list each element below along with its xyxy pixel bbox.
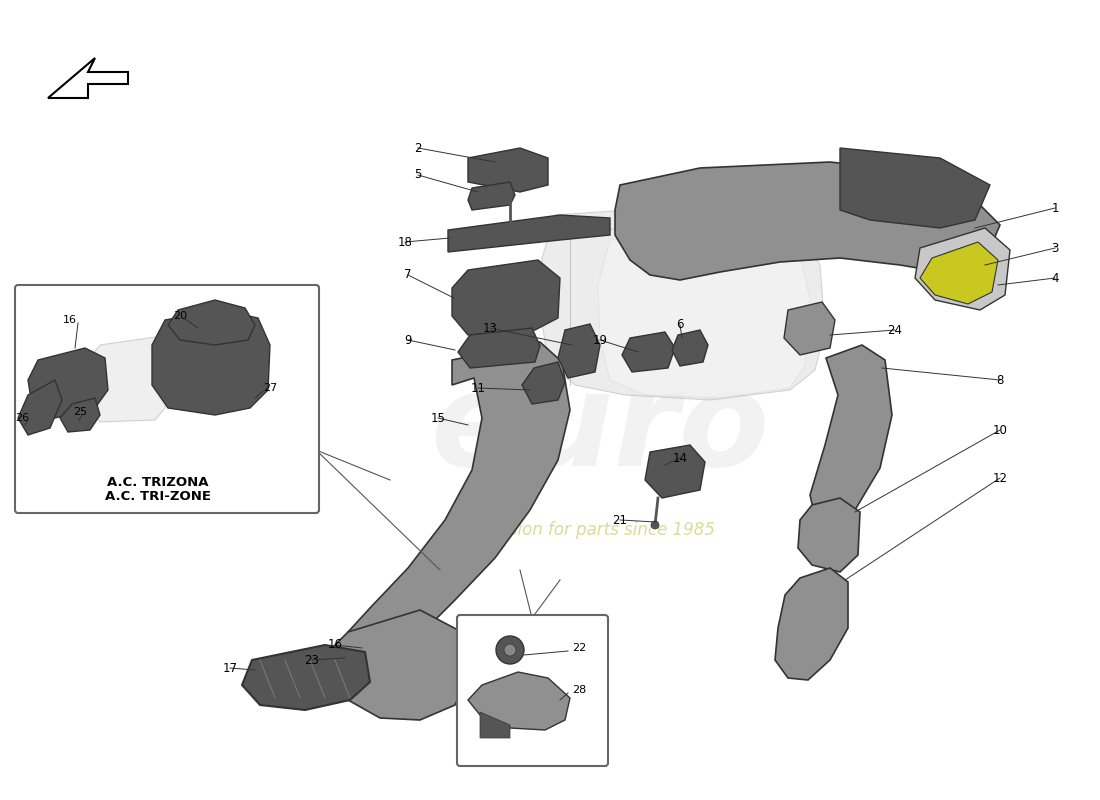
- Text: 26: 26: [15, 413, 29, 423]
- Polygon shape: [60, 398, 100, 432]
- Text: 16: 16: [63, 315, 77, 325]
- Polygon shape: [448, 215, 611, 252]
- Text: 13: 13: [483, 322, 497, 334]
- Text: 23: 23: [305, 654, 319, 666]
- Polygon shape: [598, 232, 810, 398]
- Text: 17: 17: [222, 662, 238, 674]
- Text: 11: 11: [471, 382, 485, 394]
- Text: 24: 24: [888, 323, 902, 337]
- Polygon shape: [621, 332, 675, 372]
- Text: 20: 20: [173, 311, 187, 321]
- Polygon shape: [468, 182, 515, 210]
- Circle shape: [496, 636, 524, 664]
- Polygon shape: [468, 148, 548, 192]
- Polygon shape: [348, 342, 570, 650]
- Polygon shape: [558, 324, 600, 378]
- FancyBboxPatch shape: [15, 285, 319, 513]
- Polygon shape: [615, 162, 1000, 280]
- Text: 1: 1: [1052, 202, 1058, 214]
- Polygon shape: [168, 300, 255, 345]
- Polygon shape: [28, 348, 108, 418]
- Text: a passion for parts since 1985: a passion for parts since 1985: [464, 521, 715, 539]
- Text: 21: 21: [613, 514, 627, 526]
- Text: 28: 28: [572, 685, 586, 695]
- Polygon shape: [776, 568, 848, 680]
- FancyBboxPatch shape: [456, 615, 608, 766]
- Polygon shape: [18, 380, 62, 435]
- Text: 4: 4: [1052, 271, 1058, 285]
- Polygon shape: [840, 148, 990, 228]
- Polygon shape: [540, 205, 825, 400]
- Polygon shape: [242, 645, 370, 710]
- Text: 3: 3: [1052, 242, 1058, 254]
- Text: 2: 2: [415, 142, 421, 154]
- Text: 25: 25: [73, 407, 87, 417]
- Polygon shape: [784, 302, 835, 355]
- Circle shape: [651, 521, 659, 529]
- Polygon shape: [672, 330, 708, 366]
- Polygon shape: [48, 58, 128, 98]
- Text: 5: 5: [415, 169, 421, 182]
- Text: 19: 19: [593, 334, 607, 346]
- Text: 18: 18: [397, 235, 412, 249]
- Polygon shape: [798, 498, 860, 572]
- Text: 14: 14: [672, 451, 688, 465]
- Polygon shape: [810, 345, 892, 535]
- Polygon shape: [920, 242, 998, 304]
- Text: 12: 12: [992, 471, 1008, 485]
- Text: 6: 6: [676, 318, 684, 331]
- Text: 15: 15: [430, 411, 446, 425]
- Polygon shape: [645, 445, 705, 498]
- Polygon shape: [452, 260, 560, 335]
- Text: 27: 27: [263, 383, 277, 393]
- Text: 7: 7: [405, 269, 411, 282]
- Polygon shape: [522, 362, 565, 404]
- Polygon shape: [480, 712, 510, 738]
- Text: 22: 22: [572, 643, 586, 653]
- Polygon shape: [86, 336, 170, 422]
- Text: A.C. TRIZONA: A.C. TRIZONA: [108, 475, 209, 489]
- Circle shape: [504, 644, 516, 656]
- Text: 8: 8: [997, 374, 1003, 386]
- Polygon shape: [468, 672, 570, 730]
- Text: A.C. TRI-ZONE: A.C. TRI-ZONE: [104, 490, 211, 502]
- Text: euro: euro: [430, 366, 770, 494]
- Polygon shape: [152, 310, 270, 415]
- Polygon shape: [915, 228, 1010, 310]
- Polygon shape: [458, 328, 540, 368]
- Text: 9: 9: [405, 334, 411, 346]
- Text: 16: 16: [328, 638, 342, 651]
- Polygon shape: [330, 610, 470, 720]
- Text: 10: 10: [992, 423, 1008, 437]
